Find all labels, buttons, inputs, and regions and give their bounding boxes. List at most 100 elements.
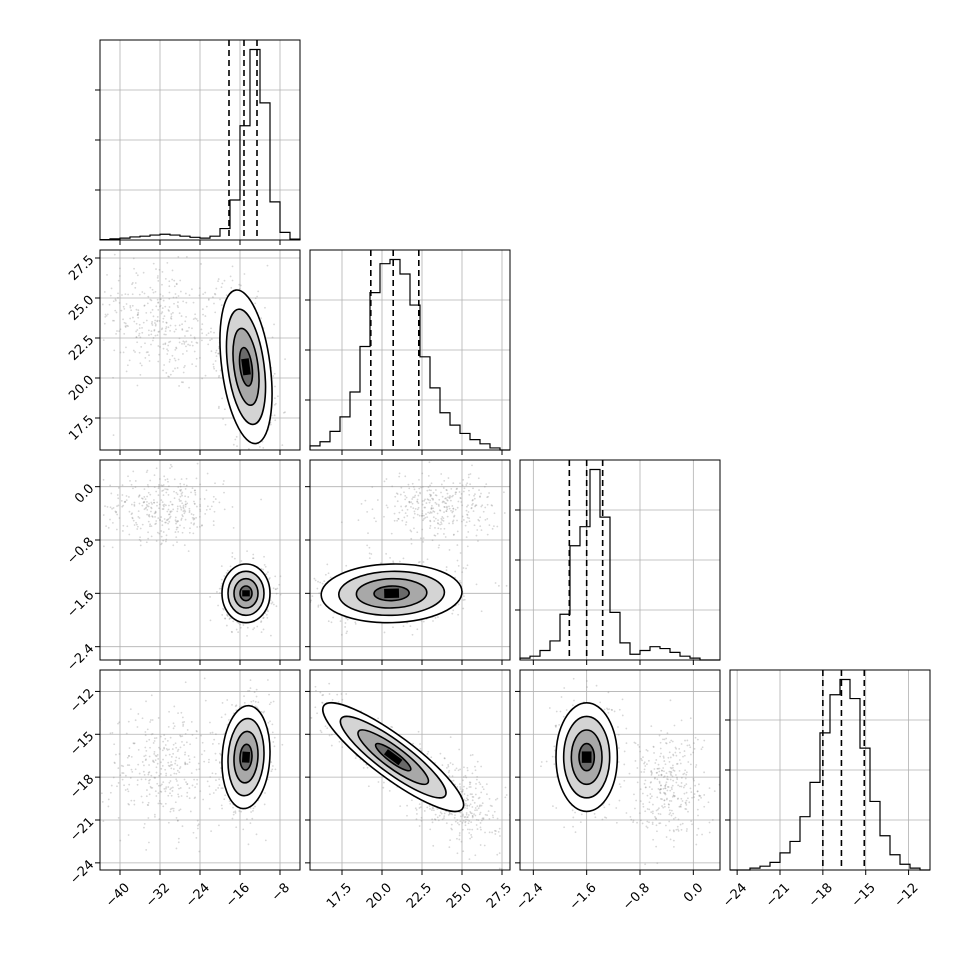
sample-point	[97, 305, 99, 307]
histogram-step	[519, 468, 720, 661]
sample-point	[169, 463, 172, 466]
sample-point	[133, 501, 136, 504]
sample-point	[177, 301, 179, 304]
sample-point	[153, 328, 156, 331]
y-tick-label: −12	[67, 686, 97, 716]
sample-point	[68, 541, 70, 543]
sample-point	[123, 784, 125, 787]
sample-point	[468, 520, 471, 523]
sample-point	[397, 517, 400, 520]
sample-point	[437, 546, 440, 549]
sample-point	[147, 537, 150, 540]
sample-point	[141, 326, 143, 329]
sample-point	[254, 805, 256, 808]
sample-point	[186, 795, 189, 798]
sample-point	[410, 530, 413, 533]
sample-point	[479, 822, 482, 824]
sample-point	[462, 478, 465, 481]
sample-point	[317, 604, 320, 607]
sample-point	[404, 475, 407, 478]
y-tick-label: −2.4	[64, 641, 97, 674]
sample-point	[205, 489, 208, 492]
sample-point	[215, 789, 217, 791]
sample-point	[212, 792, 215, 794]
sample-point	[139, 527, 142, 530]
sample-point	[182, 504, 185, 507]
sample-point	[175, 522, 177, 525]
sample-point	[160, 312, 163, 315]
sample-point	[486, 503, 489, 506]
sample-point	[479, 826, 482, 829]
sample-point	[197, 823, 200, 826]
sample-point	[160, 535, 163, 538]
sample-point	[158, 746, 160, 749]
sample-point	[302, 602, 304, 604]
sample-point	[463, 816, 466, 819]
sample-point	[497, 831, 500, 833]
sample-point	[170, 755, 173, 758]
sample-point	[175, 328, 177, 331]
sample-point	[213, 331, 215, 334]
sample-point	[274, 419, 277, 422]
sample-point	[223, 575, 226, 577]
sample-point	[262, 628, 265, 631]
sample-point	[282, 682, 284, 684]
sample-point	[155, 305, 158, 308]
sample-point	[479, 844, 482, 846]
sample-point	[446, 499, 449, 502]
sample-point	[128, 803, 130, 806]
sample-point	[483, 485, 486, 488]
sample-point	[329, 576, 332, 579]
sample-point	[165, 787, 167, 790]
sample-point	[242, 624, 245, 626]
sample-point	[187, 755, 190, 757]
sample-point	[183, 341, 186, 344]
sample-point	[169, 774, 172, 776]
sample-point	[146, 495, 149, 498]
sample-point	[167, 508, 170, 511]
sample-point	[443, 812, 446, 815]
sample-point	[434, 813, 437, 816]
sample-point	[150, 787, 153, 789]
sample-point	[267, 721, 270, 724]
sample-point	[209, 732, 212, 734]
sample-point	[186, 763, 189, 765]
sample-point	[143, 508, 146, 511]
sample-point	[223, 508, 226, 511]
sample-point	[169, 788, 172, 791]
sample-point	[323, 580, 326, 583]
sample-point	[160, 543, 162, 546]
sample-point	[466, 805, 468, 807]
sample-point	[172, 807, 175, 810]
sample-point	[470, 834, 473, 836]
sample-point	[450, 487, 453, 490]
sample-point	[474, 765, 476, 768]
x-tick-label: −24	[183, 880, 213, 910]
sample-point	[169, 810, 172, 813]
sample-point	[159, 790, 162, 793]
sample-point	[226, 699, 229, 701]
sample-point	[486, 517, 489, 520]
sample-point	[468, 489, 470, 492]
sample-point	[451, 612, 454, 615]
sample-point	[138, 293, 141, 296]
sample-point	[229, 802, 232, 805]
sample-point	[480, 492, 482, 495]
sample-point	[193, 500, 195, 503]
sample-point	[393, 519, 396, 522]
sample-point	[122, 765, 125, 768]
sample-point	[484, 813, 487, 816]
sample-point	[416, 500, 418, 503]
sample-point	[165, 504, 167, 507]
sample-point	[115, 511, 118, 513]
sample-point	[175, 347, 178, 350]
sample-point	[162, 347, 165, 350]
sample-point	[152, 759, 154, 762]
sample-point	[430, 507, 433, 510]
sample-point	[403, 491, 405, 494]
sample-point	[168, 753, 171, 756]
sample-point	[177, 358, 180, 361]
sample-point	[174, 516, 177, 519]
sample-point	[402, 625, 405, 628]
sample-point	[268, 693, 270, 696]
